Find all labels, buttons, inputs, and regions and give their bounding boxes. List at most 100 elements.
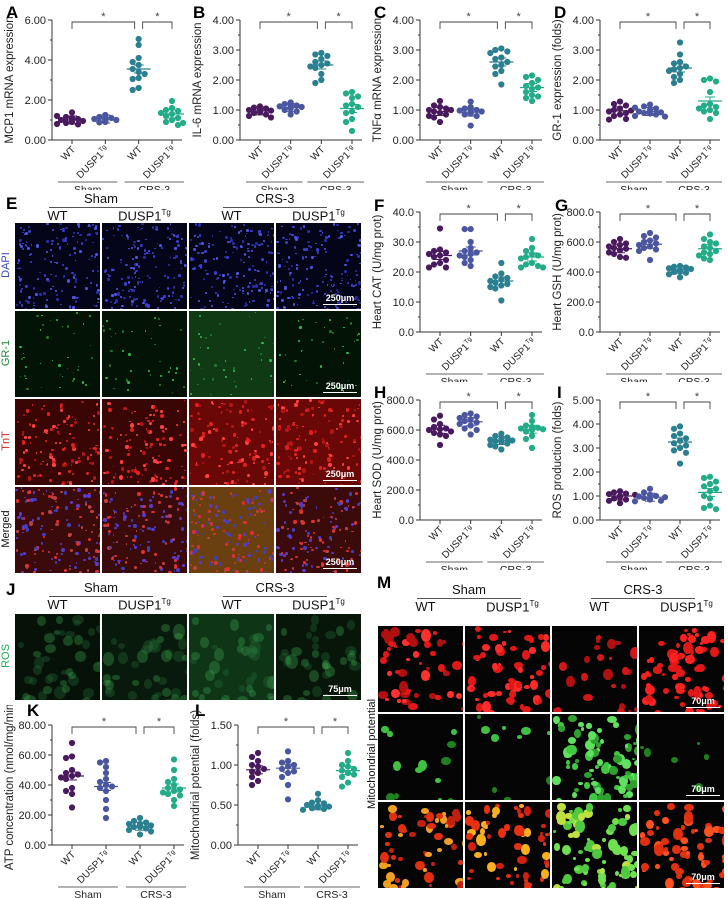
significance-star: * <box>102 716 107 728</box>
micrograph-tile <box>15 311 100 397</box>
data-point <box>622 102 630 109</box>
x-tick-label: DUSP1Tg <box>679 523 717 561</box>
data-point <box>622 254 630 261</box>
data-series <box>126 35 151 94</box>
data-point <box>492 273 499 280</box>
data-point <box>425 426 433 434</box>
x-tick-label: DUSP1Tg <box>439 335 477 373</box>
x-tick-label: WT <box>607 524 626 543</box>
y-tick-label: 0.00 <box>211 840 232 852</box>
data-point <box>504 48 511 55</box>
data-point <box>338 773 346 781</box>
data-point <box>539 264 547 271</box>
significance-bracket <box>619 213 677 221</box>
data-point <box>712 478 720 485</box>
micrograph-tile <box>465 626 550 712</box>
significance-bracket <box>504 213 533 221</box>
column-header: WT <box>221 208 242 223</box>
data-point <box>170 766 178 774</box>
data-point <box>528 72 536 79</box>
data-point <box>284 781 292 789</box>
significance-star: * <box>155 11 160 23</box>
group-label: Sham <box>620 184 648 190</box>
data-point <box>687 265 695 273</box>
data-point <box>528 444 536 452</box>
data-point <box>528 97 536 105</box>
panel-letter-i: I <box>557 383 562 402</box>
data-point <box>610 112 618 120</box>
scale-bar: 70μm <box>686 696 720 708</box>
data-point <box>522 435 530 443</box>
column-header: WT <box>415 599 436 614</box>
data-series <box>340 88 364 135</box>
significance-star: * <box>517 391 522 403</box>
x-tick-label: DUSP1Tg <box>257 848 295 886</box>
data-series <box>665 39 692 87</box>
data-point <box>436 412 444 419</box>
x-tick-label: WT <box>489 336 508 355</box>
scale-bar: 250μm <box>323 381 357 393</box>
column-header: WT <box>47 597 68 612</box>
data-point <box>610 100 618 108</box>
data-point <box>700 249 708 256</box>
data-point <box>670 263 678 270</box>
x-tick-label: DUSP1Tg <box>619 143 657 181</box>
data-series <box>125 814 155 838</box>
data-point <box>461 226 468 233</box>
data-point <box>631 498 639 505</box>
y-tick-label: 0.0 <box>399 327 414 339</box>
data-point <box>498 430 505 437</box>
data-point <box>492 285 499 292</box>
micrograph-tile <box>15 614 100 700</box>
group-label: CRS-3 <box>316 889 348 898</box>
data-point <box>652 234 660 241</box>
data-point <box>646 256 654 264</box>
data-point <box>676 39 684 46</box>
data-point <box>436 97 444 105</box>
data-point <box>487 441 494 449</box>
data-point <box>170 756 178 763</box>
data-point <box>676 430 684 437</box>
data-point <box>676 76 684 84</box>
data-series <box>698 473 722 513</box>
micrograph-tile: 70μm <box>639 626 724 712</box>
y-tick-label: 3.00 <box>573 45 594 57</box>
x-tick-label: WT <box>667 336 686 355</box>
data-point <box>447 106 455 114</box>
data-point <box>102 796 110 804</box>
data-series <box>605 98 635 123</box>
x-tick-label: DUSP1Tg <box>317 848 355 886</box>
data-point <box>325 803 333 810</box>
data-point <box>96 778 104 786</box>
data-point <box>492 55 499 63</box>
chart-il6: 0.00 1.00 2.00 3.00 4.00 IL-6 mRNA expression… <box>192 11 364 190</box>
data-point <box>635 241 643 249</box>
data-series <box>487 430 516 453</box>
data-point <box>102 763 110 771</box>
data-point <box>318 76 325 84</box>
data-series <box>631 101 669 120</box>
data-point <box>312 58 319 66</box>
group-label: CRS-3 <box>500 184 532 190</box>
data-point <box>456 107 463 114</box>
data-series <box>695 231 722 264</box>
data-point <box>136 831 144 838</box>
data-point <box>338 761 346 769</box>
condition-header: Sham <box>49 580 153 597</box>
data-point <box>135 35 142 43</box>
data-point <box>102 775 110 783</box>
data-point <box>176 792 184 799</box>
significance-star: * <box>284 716 289 728</box>
data-point <box>712 78 720 85</box>
data-point <box>700 108 708 115</box>
y-tick-label: 800.0 <box>386 395 414 407</box>
micrograph-tile <box>378 626 463 712</box>
data-point <box>142 819 150 826</box>
significance-bracket <box>439 213 498 221</box>
group-label: CRS-3 <box>678 184 710 190</box>
micrograph-panel-j: Sham CRS-3 WT DUSP1Tg WT DUSP1Tg ROS 75μm <box>0 572 370 704</box>
data-point <box>657 497 665 504</box>
data-series <box>57 739 84 811</box>
data-point <box>245 106 253 114</box>
